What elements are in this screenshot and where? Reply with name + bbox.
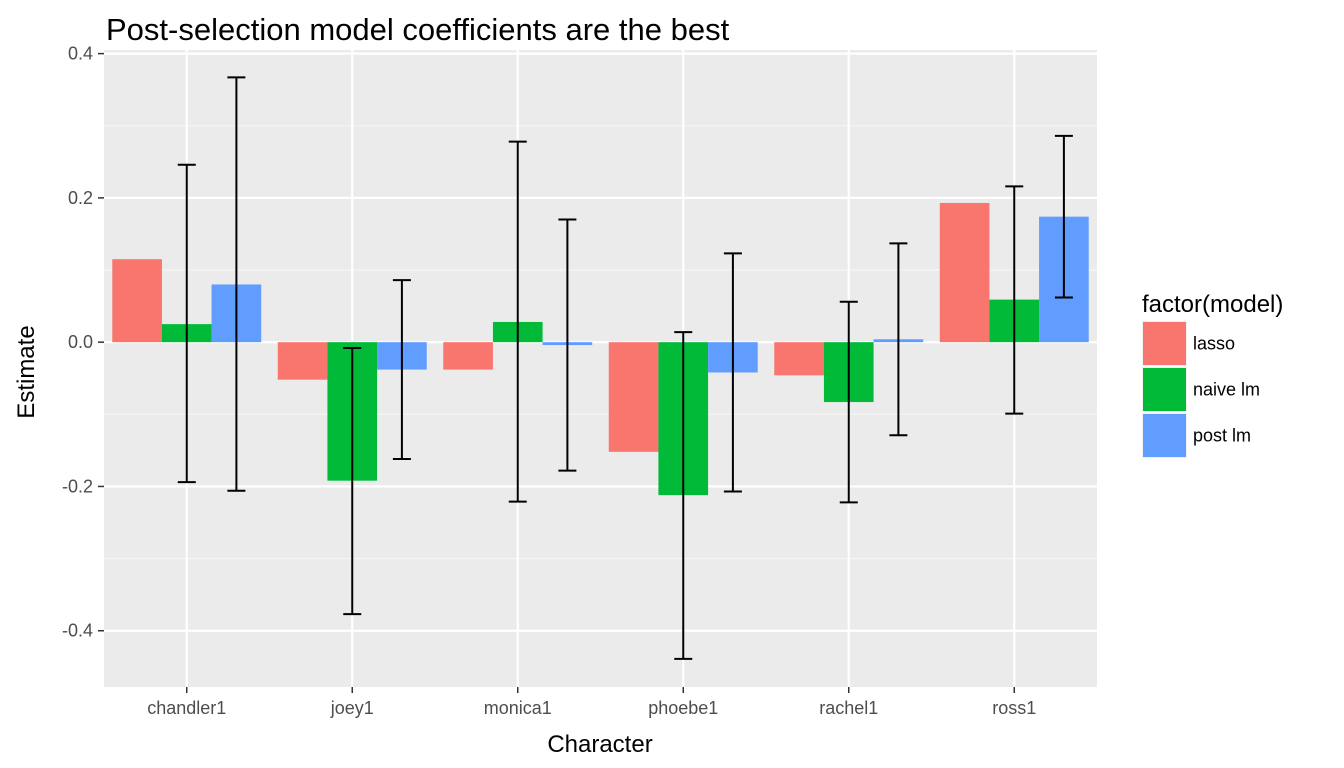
plot-panel — [104, 50, 1097, 687]
legend-key — [1143, 322, 1186, 365]
y-tick-label: 0.4 — [68, 44, 93, 64]
legend-key — [1143, 368, 1186, 411]
bar — [443, 342, 493, 370]
y-tick-label: -0.4 — [62, 621, 93, 641]
x-tick-label: joey1 — [330, 698, 374, 718]
bar — [277, 342, 328, 380]
bar — [112, 259, 162, 343]
x-axis-title: Character — [547, 731, 652, 758]
x-tick-label: chandler1 — [147, 698, 226, 718]
bar — [608, 342, 659, 452]
y-axis: -0.4 -0.2 0.0 0.2 0.4 — [62, 44, 104, 641]
x-tick-label: monica1 — [484, 698, 552, 718]
legend-label: naive lm — [1193, 380, 1260, 400]
y-axis-title: Estimate — [13, 325, 40, 418]
bar — [774, 342, 824, 376]
x-tick-label: ross1 — [992, 698, 1036, 718]
legend-key — [1143, 414, 1186, 457]
y-tick-label: 0.0 — [68, 332, 93, 352]
chart-title: Post-selection model coefficients are th… — [106, 12, 730, 47]
y-tick-label: 0.2 — [68, 188, 93, 208]
legend-label: lasso — [1193, 334, 1235, 354]
legend-label: post lm — [1193, 426, 1251, 446]
x-tick-label: phoebe1 — [648, 698, 718, 718]
legend-title: factor(model) — [1142, 291, 1283, 318]
x-tick-label: rachel1 — [819, 698, 878, 718]
error-bars — [177, 76, 1073, 660]
x-axis: chandler1 joey1 monica1 phoebe1 rachel1 ross1 — [147, 687, 1036, 718]
bar — [939, 202, 990, 343]
minor-grid — [104, 125, 1097, 560]
y-tick-label: -0.2 — [62, 476, 93, 496]
legend: factor(model) lasso naive lm post lm — [1142, 291, 1283, 458]
